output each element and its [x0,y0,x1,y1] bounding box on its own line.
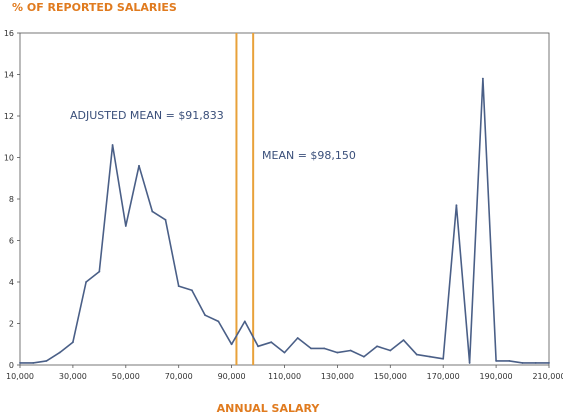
data-point [415,353,418,356]
adjusted-mean-label: ADJUSTED MEAN = $91,833 [70,109,224,122]
data-point [336,351,339,354]
x-tick-label: 110,000 [268,372,301,381]
x-tick-label: 70,000 [165,372,193,381]
data-point [283,351,286,354]
y-tick-label: 12 [4,112,14,121]
data-point [177,285,180,288]
data-point [151,210,154,213]
data-point [72,341,74,344]
x-tick-label: 210,000 [532,372,563,381]
data-point [362,355,365,358]
x-tick-label: 90,000 [218,372,246,381]
data-point [138,164,140,167]
data-point [534,362,537,364]
data-point [164,218,167,221]
y-tick-label: 6 [9,237,14,246]
data-point [230,343,233,346]
plot-area: 0 2 4 6 8 10 12 14 16 10,000 30,000 50,000 70,000 90,… [4,29,563,381]
plot-frame [19,32,550,366]
data-point [124,225,127,227]
x-tick-label: 130,000 [321,372,354,381]
y-tick-label: 0 [9,361,14,370]
y-tick-label: 8 [9,195,14,204]
data-point [468,362,471,364]
y-tick-label: 4 [9,278,14,287]
x-tick-label: 50,000 [112,372,140,381]
data-point [429,355,431,358]
data-point [521,362,524,364]
data-point [243,320,246,323]
data-point [98,270,101,273]
x-axis-title: ANNUAL SALARY [217,402,321,415]
data-point [349,349,352,352]
data-point [376,345,378,348]
x-tick-label: 30,000 [59,372,87,381]
data-point [204,314,207,317]
data-point [323,347,326,350]
data-point [270,341,273,344]
data-point [257,345,259,348]
y-tick-label: 2 [9,320,14,329]
data-point [191,289,193,292]
data-point [217,320,220,323]
data-point [19,362,21,364]
data-point [45,359,48,362]
data-point [442,357,445,360]
data-point [58,351,61,354]
x-tick-label: 150,000 [374,372,407,381]
data-point [402,339,405,341]
x-tick-label: 10,000 [6,372,34,381]
y-tick-label: 10 [4,154,14,163]
data-point [32,362,35,364]
x-tick-label: 170,000 [427,372,460,381]
data-point [111,144,114,146]
data-point [85,281,88,283]
data-point [508,359,511,362]
x-tick-label: 190,000 [480,372,513,381]
y-tick-label: 16 [4,29,14,38]
data-point [310,347,312,350]
data-point [495,359,497,362]
data-point [548,362,550,364]
mean-label: MEAN = $98,150 [262,149,356,162]
y-axis-title: % OF REPORTED SALARIES [12,1,177,14]
data-point [455,204,458,207]
data-point [389,349,392,352]
y-tick-label: 14 [4,71,14,80]
data-point [481,77,484,80]
data-point [296,337,299,339]
